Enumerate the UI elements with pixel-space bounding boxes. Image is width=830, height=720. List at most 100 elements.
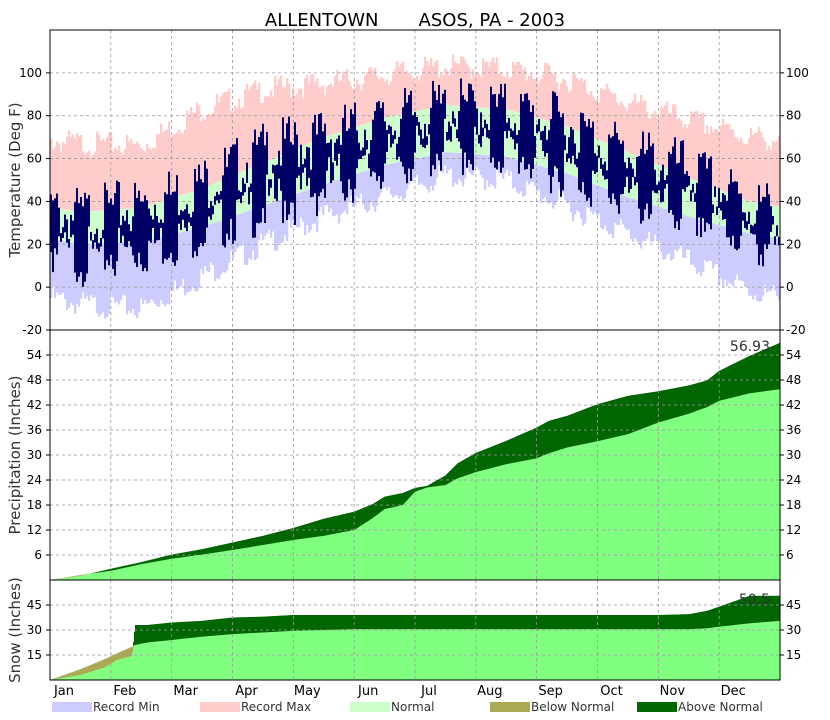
precipitation-normal-bar — [603, 439, 605, 580]
snow-departure-bar — [219, 618, 221, 636]
snow-normal-bar — [444, 629, 446, 680]
precipitation-normal-bar — [167, 559, 169, 580]
snow-normal-bar — [248, 633, 250, 680]
precipitation-normal-bar — [519, 461, 521, 580]
legend-swatch — [350, 702, 390, 712]
snow-normal-bar — [395, 629, 397, 680]
precipitation-normal-bar — [273, 543, 275, 580]
precipitation-departure-bar — [294, 527, 296, 540]
snow-normal-bar — [145, 642, 147, 680]
precipitation-departure-bar — [601, 403, 603, 441]
snow-departure-bar — [472, 615, 474, 630]
snow-departure-bar — [372, 615, 374, 630]
record-min-bar — [732, 228, 735, 287]
precipitation-normal-bar — [239, 548, 241, 580]
record-max-bar — [518, 61, 521, 113]
snow-normal-bar — [583, 629, 585, 680]
record-max-bar — [620, 101, 623, 150]
precipitation-departure-bar — [379, 499, 381, 513]
record-max-bar — [384, 81, 387, 118]
snow-departure-bar — [339, 615, 341, 630]
precipitation-normal-bar — [612, 437, 614, 580]
snow-departure-bar — [544, 615, 546, 630]
snow-departure-bar — [698, 612, 700, 629]
snow-departure-bar — [711, 609, 713, 628]
precipitation-normal-bar — [433, 486, 435, 580]
precipitation-normal-bar — [311, 537, 313, 580]
record-min-bar — [74, 243, 77, 314]
observed-temp — [50, 78, 780, 287]
precipitation-departure-bar — [272, 533, 274, 544]
record-max-bar — [454, 61, 457, 106]
normal-range-bar — [190, 192, 193, 230]
snow-departure-bar — [534, 615, 536, 630]
snow-departure-bar — [325, 615, 327, 630]
precipitation-normal-bar — [599, 440, 601, 580]
precipitation-departure-bar — [457, 463, 459, 479]
snow-departure-bar — [723, 605, 725, 627]
snow-departure-bar — [731, 602, 733, 626]
snow-departure-bar — [681, 614, 683, 630]
snow-departure-bar — [138, 625, 140, 645]
snow-departure-bar — [346, 615, 348, 630]
snow-normal-bar — [762, 622, 764, 680]
snow-departure-bar — [668, 614, 670, 630]
snow-departure-bar — [641, 615, 643, 630]
snow-departure-bar — [602, 615, 604, 630]
snow-normal-bar — [301, 630, 303, 680]
precipitation-departure-bar — [741, 359, 743, 396]
record-max-bar — [508, 78, 511, 111]
precipitation-normal-bar — [107, 571, 109, 580]
snow-departure-bar — [419, 615, 421, 630]
precipitation-departure-bar — [96, 572, 98, 573]
precipitation-departure-bar — [594, 405, 596, 442]
precipitation-departure-bar — [485, 449, 487, 470]
snow-departure-bar — [364, 615, 366, 630]
precipitation-normal-bar — [496, 466, 498, 580]
precipitation-normal-bar — [250, 547, 252, 580]
record-max-bar — [722, 118, 725, 192]
snow-normal-bar — [392, 629, 394, 680]
precipitation-normal-bar — [178, 557, 180, 580]
precipitation-departure-bar — [699, 382, 701, 410]
snow-departure-bar — [749, 595, 751, 624]
precipitation-normal-bar — [82, 575, 84, 580]
precipitation-departure-bar — [553, 419, 555, 452]
precipitation-normal-bar — [426, 487, 428, 580]
record-min-bar — [650, 204, 653, 243]
snow-departure-bar — [302, 615, 304, 631]
snow-departure-bar — [161, 623, 163, 642]
precipitation-departure-bar — [638, 394, 640, 431]
snow-departure-bar — [179, 622, 181, 640]
record-max-bar — [390, 81, 393, 117]
snow-departure-bar — [569, 615, 571, 630]
precipitation-departure-bar — [240, 540, 242, 549]
precipitation-normal-bar — [753, 392, 755, 580]
precipitation-departure-bar — [599, 403, 601, 441]
snow-normal-bar — [155, 641, 157, 680]
precipitation-normal-bar — [87, 574, 89, 580]
precipitation-departure-bar — [754, 353, 756, 393]
precipitation-departure-bar — [663, 390, 665, 422]
snow-normal-bar — [400, 629, 402, 680]
record-min-bar — [246, 211, 249, 265]
precipitation-normal-bar — [276, 542, 278, 580]
record-min-bar — [602, 187, 605, 230]
precipitation-departure-bar — [627, 395, 629, 435]
record-max-bar — [576, 77, 579, 131]
precipitation-departure-bar — [253, 537, 255, 547]
snow-normal-bar — [377, 629, 379, 680]
record-min-bar — [226, 218, 229, 271]
snow-departure-bar — [218, 619, 220, 636]
precipitation-normal-bar — [376, 515, 378, 580]
snow-normal-bar — [107, 665, 109, 680]
precipitation-normal-bar — [168, 559, 170, 580]
snow-normal-bar — [91, 671, 93, 680]
snow-normal-bar — [538, 629, 540, 680]
snow-departure-bar — [203, 620, 205, 637]
precipitation-normal-bar — [600, 440, 602, 580]
snow-normal-bar — [588, 629, 590, 680]
snow-normal-bar — [389, 629, 391, 680]
precipitation-normal-bar — [680, 416, 682, 580]
snow-normal-bar — [255, 632, 257, 680]
